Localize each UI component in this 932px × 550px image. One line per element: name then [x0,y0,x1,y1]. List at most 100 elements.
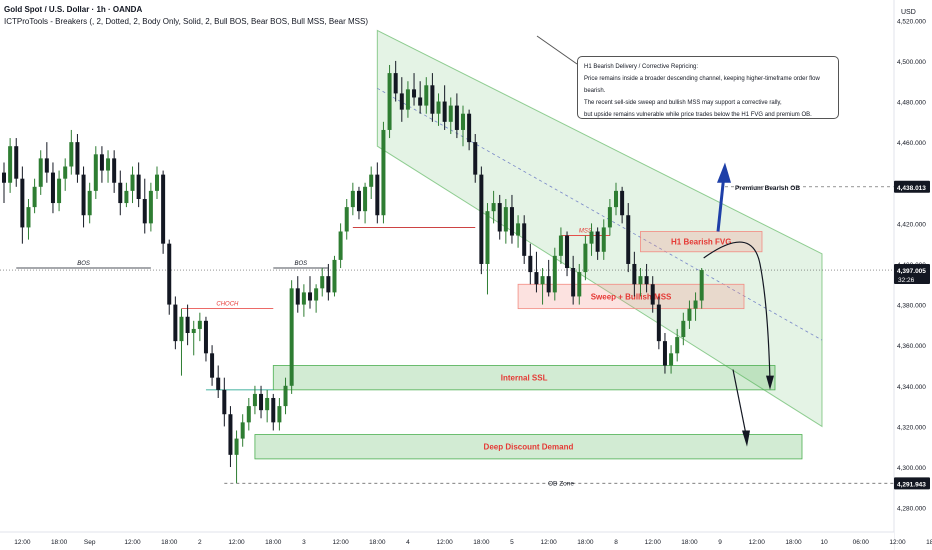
indicator-label[interactable]: ICTProTools - Breakers (, 2, Dotted, 2, … [4,17,368,26]
premium-arrow [716,174,726,232]
candle-body [546,276,551,293]
x-tick-label: 18:00 [369,539,386,546]
candle-body [632,263,637,285]
candle-body [26,207,31,228]
candle-body [467,113,472,143]
y-tick-label: 4,280.000 [897,506,926,513]
candle-body [130,174,135,191]
price-label-bg [894,264,930,285]
price-countdown: 32:26 [898,277,915,284]
candle-body [99,154,104,171]
candle-body [44,158,49,173]
x-tick-label: 12:00 [14,539,31,546]
candle-body [216,377,221,390]
channel-midline [377,87,823,341]
candle-body [614,190,618,208]
candle-body [167,243,172,305]
x-tick-label: 18:00 [51,539,68,546]
y-tick-label: 4,480.000 [897,100,926,107]
note-line: but upside remains vulnerable while pric… [584,112,812,118]
candle-body [387,73,392,130]
descending-channel [376,29,823,428]
projection-arrowhead [766,375,774,390]
x-tick-label: 12:00 [889,539,906,546]
candle-body [63,166,68,179]
candle-body [136,174,141,199]
candle-body [436,101,441,114]
candle-body [277,406,282,423]
candle-body [461,113,465,130]
price-label: 4,438.013 [897,185,926,192]
price-label-bg [894,477,930,490]
candle-body [308,292,312,301]
candle-body [332,259,337,293]
candle-body [393,73,398,94]
candle-body [203,320,208,354]
candle-body [38,158,43,187]
x-tick-label: 18:00 [926,539,932,546]
candle-body [607,207,612,228]
candle-body [314,288,319,301]
x-tick-label: 18:00 [681,539,698,546]
zone-rect [254,434,803,460]
candle-body [295,288,300,305]
candle-body [185,316,190,334]
structure-label: MSS [579,229,592,235]
x-tick-label: 06:00 [853,539,870,546]
price-label-bg [894,180,930,193]
candle-body [87,190,92,216]
candle-body [265,397,270,411]
analysis-note[interactable]: H1 Bearish Delivery / Corrective Reprici… [577,56,839,119]
candle-body [197,320,202,329]
note-line: The recent sell-side sweep and bullish M… [584,100,782,106]
chart-header: Gold Spot / U.S. Dollar · 1h · OANDA ICT… [4,4,368,28]
y-tick-label: 4,300.000 [897,465,926,472]
candle-body [699,270,704,301]
candle-body [656,304,661,342]
candle-body [381,129,386,216]
x-tick-label: 3 [302,539,306,546]
candle-body [179,316,184,342]
y-tick-label: 4,420.000 [897,221,926,228]
candle-body [528,255,533,273]
level-label: OB Zone [548,480,574,487]
candle-body [375,174,380,216]
candle-body [589,231,594,244]
y-tick-label: 4,520.000 [897,18,926,25]
y-tick-label: 4,500.000 [897,59,926,66]
y-tick-label: 4,460.000 [897,140,926,147]
symbol-title[interactable]: Gold Spot / U.S. Dollar · 1h · OANDA [4,5,143,14]
x-tick-label: 8 [614,539,618,546]
candle-body [473,142,478,175]
x-tick-label: 12:00 [749,539,766,546]
candle-body [259,393,264,411]
y-tick-label: 4,340.000 [897,384,926,391]
candle-body [57,178,62,204]
candle-body [234,438,239,455]
candle-body [509,207,514,236]
candle-body [399,93,404,110]
y-tick-label: 4,380.000 [897,303,926,310]
currency-label: USD [901,9,916,16]
candle-body [252,393,257,407]
candle-body [448,105,453,122]
candle-body [32,186,37,208]
y-tick-label: 4,360.000 [897,343,926,350]
candle-body [558,235,563,256]
candle-body [155,174,159,191]
candle-body [583,243,588,273]
candle-body [626,215,631,264]
candle-body [240,422,245,439]
candle-body [106,158,111,171]
price-label: 4,291.943 [897,481,926,488]
premium-arrowhead [717,162,731,183]
candle-body [620,190,625,216]
candle-body [552,255,557,293]
candle-body [112,158,117,183]
candle-body [210,353,215,378]
candle-body [497,203,502,232]
candle-body [350,190,355,208]
x-tick-label: 18:00 [785,539,802,546]
